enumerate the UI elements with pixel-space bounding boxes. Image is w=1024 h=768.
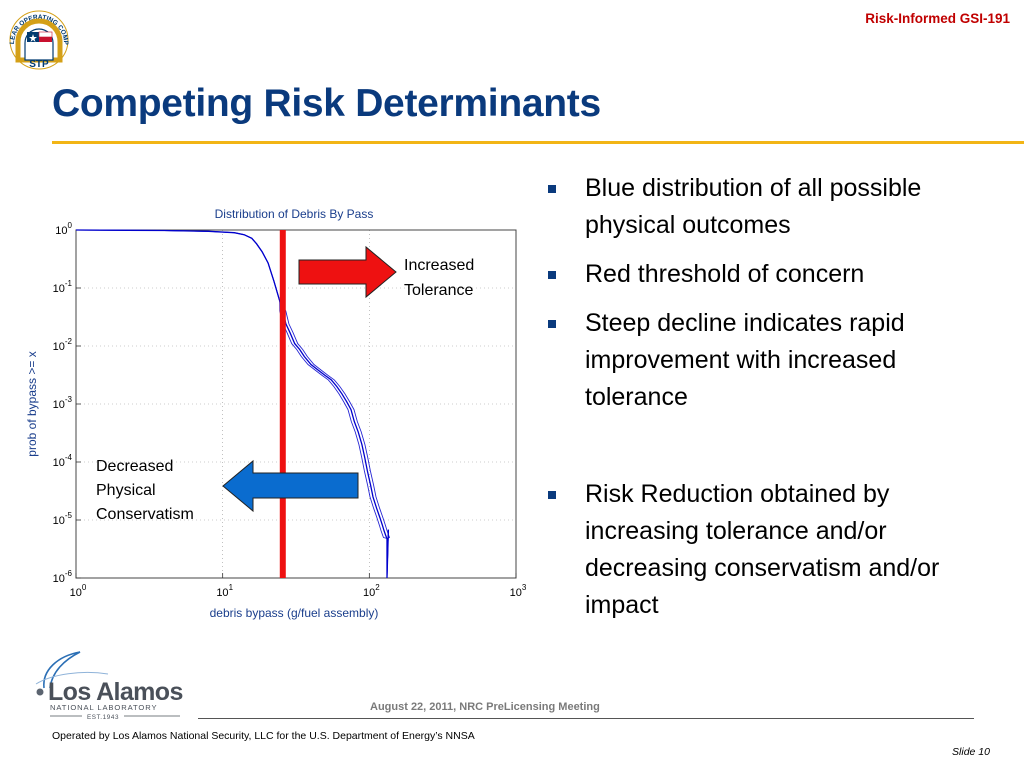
decreased-conservatism-arrow bbox=[222, 459, 359, 513]
bullet-marker bbox=[548, 271, 556, 279]
y-axis-label: prob of bypass >= x bbox=[25, 351, 39, 456]
bullet-list: Blue distribution of all possible physic… bbox=[545, 170, 1005, 624]
increased-tolerance-arrow bbox=[298, 245, 397, 299]
bullet-marker bbox=[548, 185, 556, 193]
title-underline bbox=[52, 141, 1024, 144]
y-tick-label: 10-6 bbox=[53, 569, 73, 585]
y-tick-label: 10-1 bbox=[53, 279, 73, 295]
x-axis-label: debris bypass (g/fuel assembly) bbox=[210, 606, 379, 620]
footer-date: August 22, 2011, NRC PreLicensing Meetin… bbox=[370, 701, 600, 713]
lanl-sub: NATIONAL LABORATORY bbox=[50, 703, 157, 712]
footer-divider bbox=[198, 718, 974, 719]
footer-operator: Operated by Los Alamos National Security… bbox=[52, 730, 475, 742]
slide-title: Competing Risk Determinants bbox=[52, 82, 601, 125]
bullet-item: Risk Reduction obtained by increasing to… bbox=[545, 476, 1005, 624]
x-tick-label: 101 bbox=[216, 583, 233, 599]
bullet-text: Steep decline indicates rapid improvemen… bbox=[585, 309, 905, 411]
lanl-name: Los Alamos bbox=[48, 678, 183, 706]
bullet-marker bbox=[548, 320, 556, 328]
bullet-item: Blue distribution of all possible physic… bbox=[545, 170, 1005, 244]
bullet-text: Red threshold of concern bbox=[585, 260, 865, 288]
distribution-curve-variant bbox=[75, 229, 389, 579]
y-tick-label: 10-2 bbox=[53, 337, 73, 353]
slide-number: Slide 10 bbox=[952, 746, 990, 758]
bullet-marker bbox=[548, 491, 556, 499]
increased-label-2: Tolerance bbox=[404, 282, 473, 299]
bullet-text: Blue distribution of all possible physic… bbox=[585, 174, 922, 239]
bullet-item: Red threshold of concern bbox=[545, 256, 1005, 293]
presentation-tag: Risk-Informed GSI-191 bbox=[865, 11, 1010, 26]
decreased-label-1: Decreased bbox=[96, 458, 173, 475]
x-tick-label: 103 bbox=[510, 583, 527, 599]
x-tick-label: 102 bbox=[363, 583, 380, 599]
lanl-est: EST.1943 bbox=[87, 714, 119, 721]
stp-logo: NUCLEAR OPERATING COMPANY STP bbox=[6, 4, 69, 70]
increased-label-1: Increased bbox=[404, 257, 474, 274]
logo-abbr: STP bbox=[29, 59, 49, 70]
y-tick-label: 10-3 bbox=[53, 395, 73, 411]
decreased-label-3: Conservatism bbox=[96, 506, 194, 523]
y-tick-label: 10-5 bbox=[53, 511, 73, 527]
los-alamos-logo: Los Alamos NATIONAL LABORATORY EST.1943 bbox=[35, 651, 183, 721]
x-tick-label: 100 bbox=[70, 583, 87, 599]
y-tick-label: 100 bbox=[55, 221, 72, 237]
decreased-label-2: Physical bbox=[96, 482, 156, 499]
bullet-text: Risk Reduction obtained by increasing to… bbox=[585, 480, 940, 619]
bullet-item: Steep decline indicates rapid improvemen… bbox=[545, 305, 1005, 416]
chart-title: Distribution of Debris By Pass bbox=[215, 207, 374, 221]
y-tick-label: 10-4 bbox=[53, 453, 73, 469]
